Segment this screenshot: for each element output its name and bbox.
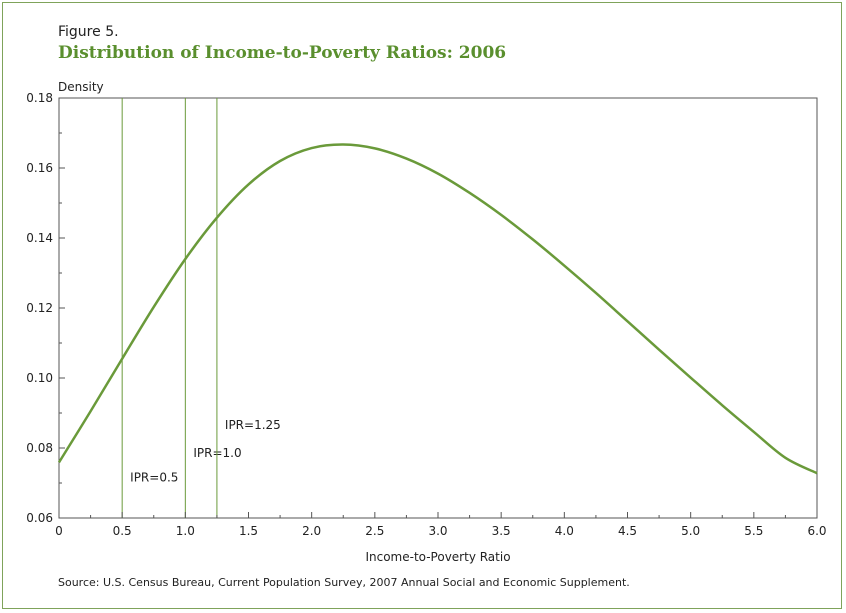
x-tick-label: 3.5	[492, 524, 511, 538]
y-tick-label: 0.12	[26, 301, 53, 315]
reference-line-label: IPR=0.5	[130, 470, 178, 484]
plot-area	[58, 97, 818, 519]
y-tick-label: 0.08	[26, 441, 53, 455]
x-tick-label: 3.0	[428, 524, 447, 538]
x-tick-label: 0.5	[113, 524, 132, 538]
y-axis-label: Density	[58, 80, 104, 94]
x-tick-label: 5.0	[681, 524, 700, 538]
figure-number: Figure 5.	[58, 24, 119, 40]
x-tick-label: 1.0	[176, 524, 195, 538]
reference-line-label: IPR=1.25	[225, 418, 281, 432]
reference-line-label: IPR=1.0	[193, 446, 241, 460]
x-axis-label: Income-to-Poverty Ratio	[365, 550, 510, 564]
y-tick-label: 0.18	[26, 91, 53, 105]
x-tick-label: 1.5	[239, 524, 258, 538]
x-tick-label: 0	[55, 524, 63, 538]
x-tick-label: 4.5	[618, 524, 637, 538]
y-tick-label: 0.14	[26, 231, 53, 245]
axis-ticks: 0 0.5 1.0 1.5 2.0 2.5 3.0 3.5 4.0 4.5 5.0 5.5 6.0 0.0…	[26, 91, 826, 538]
x-tick-label: 2.5	[365, 524, 384, 538]
figure-title: Distribution of Income-to-Poverty Ratios…	[58, 43, 507, 63]
y-tick-label: 0.16	[26, 161, 53, 175]
x-tick-label: 2.0	[302, 524, 321, 538]
y-tick-label: 0.06	[26, 511, 53, 525]
x-tick-label: 6.0	[807, 524, 826, 538]
x-tick-label: 4.0	[555, 524, 574, 538]
source-note: Source: U.S. Census Bureau, Current Popu…	[58, 576, 630, 589]
reference-lines: IPR=0.5 IPR=1.0 IPR=1.25	[121, 98, 281, 518]
x-tick-label: 5.5	[744, 524, 763, 538]
y-tick-label: 0.10	[26, 371, 53, 385]
density-curve	[57, 143, 818, 475]
